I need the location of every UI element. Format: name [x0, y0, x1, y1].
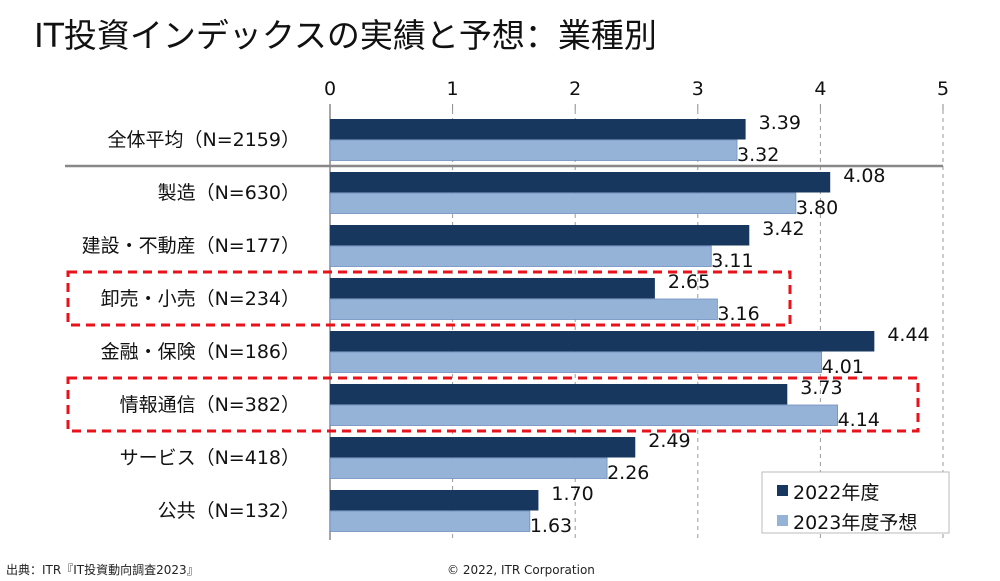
legend-label: 2022年度 [793, 482, 879, 504]
legend-box [761, 471, 950, 534]
x-tick-label: 3 [692, 78, 704, 100]
bar-2022 [330, 172, 831, 193]
data-label: 1.70 [551, 483, 593, 505]
bar-2022 [330, 437, 636, 458]
data-label: 2.65 [668, 271, 710, 293]
x-tick-label: 0 [324, 78, 336, 100]
bar-2023 [329, 510, 531, 532]
data-label: 4.14 [838, 409, 880, 431]
category-label: サービス（N=418） [120, 447, 300, 469]
bar-2022 [330, 225, 750, 246]
data-label: 2.49 [648, 430, 690, 452]
chart-title: IT投資インデックスの実績と予想：業種別 [34, 16, 657, 55]
bar-2022 [330, 384, 788, 405]
bar-2022 [330, 119, 746, 140]
x-tick-label: 1 [447, 78, 459, 100]
bar-2023 [329, 192, 797, 214]
data-label: 3.16 [717, 303, 759, 325]
legend-swatch [777, 485, 788, 496]
bar-2023 [329, 139, 738, 161]
highlight-box [66, 270, 792, 327]
data-label: 3.73 [800, 377, 842, 399]
source-note: 出典：ITR『IT投資動向調査2023』 [6, 562, 199, 577]
data-label: 2.26 [607, 462, 649, 484]
category-label: 金融・保険（N=186） [101, 341, 300, 363]
bar-2023 [329, 457, 608, 479]
category-label: 製造（N=630） [158, 182, 300, 204]
x-tick-label: 4 [814, 78, 826, 100]
category-label: 卸売・小売（N=234） [101, 288, 300, 310]
x-tick-label: 5 [937, 78, 949, 100]
data-label: 4.44 [887, 324, 929, 346]
category-label: 情報通信（N=382） [120, 394, 300, 416]
data-label: 3.42 [762, 218, 804, 240]
bar-2022 [330, 490, 539, 511]
legend: 2022年度 2023年度予想 [761, 471, 950, 534]
data-label: 1.63 [530, 515, 572, 537]
bar-2023 [329, 351, 823, 373]
copyright: © 2022, ITR Corporation [447, 563, 595, 577]
data-label: 3.39 [759, 112, 801, 134]
data-label: 3.11 [711, 250, 753, 272]
legend-swatch [777, 515, 788, 526]
x-tick-label: 2 [569, 78, 581, 100]
data-label: 3.80 [796, 197, 838, 219]
highlight-box [66, 376, 920, 433]
bar-2022 [330, 331, 875, 352]
bar-2022 [330, 278, 655, 299]
data-label: 4.08 [843, 165, 885, 187]
data-label: 3.32 [737, 144, 779, 166]
category-label: 建設・不動産（N=177） [82, 235, 300, 257]
bar-2023 [329, 245, 712, 267]
bar-2023 [329, 404, 838, 426]
category-label: 全体平均（N=2159） [108, 129, 301, 151]
bar-2023 [329, 298, 718, 320]
category-label: 公共（N=132） [158, 500, 300, 522]
data-label: 4.01 [822, 356, 864, 378]
legend-label: 2023年度予想 [793, 512, 917, 534]
